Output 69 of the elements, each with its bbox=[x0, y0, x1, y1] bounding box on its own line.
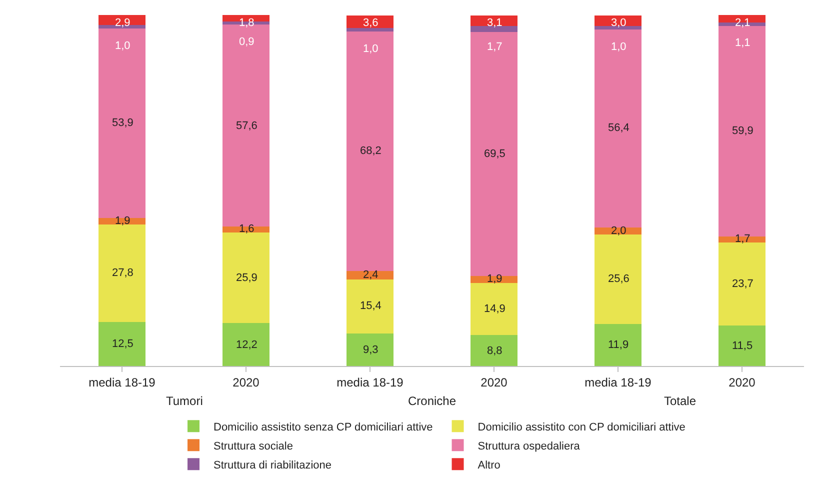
data-label: 27,8 bbox=[112, 267, 134, 279]
data-label: 23,7 bbox=[732, 278, 754, 290]
legend-label: Domicilio assistito con CP domiciliari attive bbox=[478, 421, 686, 434]
data-label: 59,9 bbox=[732, 125, 754, 137]
data-label: 25,6 bbox=[608, 273, 630, 285]
x-tick-label: media 18-19 bbox=[88, 375, 156, 390]
bar bbox=[470, 26, 518, 32]
data-label: 68,2 bbox=[360, 145, 382, 157]
legend-label: Struttura ospedaliera bbox=[478, 440, 581, 452]
bar bbox=[718, 242, 766, 326]
data-label: 12,5 bbox=[112, 338, 134, 350]
data-label: 69,5 bbox=[484, 148, 506, 160]
data-label: 3,6 bbox=[363, 17, 378, 29]
bar bbox=[222, 232, 270, 324]
data-label: 1,0 bbox=[611, 41, 626, 53]
bar bbox=[98, 28, 146, 218]
bar bbox=[594, 26, 642, 30]
bar bbox=[346, 28, 394, 32]
data-label: 1,1 bbox=[735, 37, 750, 49]
data-label: 25,9 bbox=[236, 272, 258, 284]
text: Totale bbox=[664, 394, 696, 408]
bar bbox=[98, 224, 146, 322]
x-tick-label: 2020 bbox=[728, 375, 756, 390]
data-label: 1,0 bbox=[363, 43, 378, 55]
bar bbox=[594, 29, 642, 228]
bar bbox=[470, 282, 518, 336]
x-tick-label: media 18-19 bbox=[336, 375, 404, 390]
data-label: 1,6 bbox=[239, 223, 254, 235]
data-label: 2,0 bbox=[611, 225, 626, 237]
legend-label: Struttura di riabilitazione bbox=[214, 459, 332, 472]
text: Tumori bbox=[166, 394, 203, 408]
x-tick-label: 2020 bbox=[232, 375, 260, 390]
bar bbox=[470, 335, 518, 366]
data-label: 1,9 bbox=[487, 273, 502, 285]
bar bbox=[718, 236, 766, 242]
data-label: 8,8 bbox=[487, 345, 502, 357]
bar bbox=[594, 324, 642, 366]
bar bbox=[346, 32, 394, 271]
data-label: 56,4 bbox=[608, 122, 630, 134]
data-label: 1,0 bbox=[115, 40, 130, 52]
text: Croniche bbox=[408, 394, 456, 408]
data-label: 2,4 bbox=[363, 269, 378, 281]
data-label: 3,1 bbox=[487, 17, 502, 29]
bar bbox=[98, 322, 146, 366]
x-tick-label: media 18-19 bbox=[584, 375, 652, 390]
legend-label: Struttura sociale bbox=[214, 440, 293, 452]
data-label: 1,7 bbox=[487, 41, 502, 53]
data-label: 0,9 bbox=[239, 36, 254, 48]
data-label: 9,3 bbox=[363, 344, 378, 356]
data-label: 57,6 bbox=[236, 120, 258, 132]
bar bbox=[346, 333, 394, 366]
data-label: 14,9 bbox=[484, 303, 506, 315]
data-label: 3,0 bbox=[611, 17, 626, 29]
data-label: 1,9 bbox=[115, 215, 130, 227]
data-label: 15,4 bbox=[360, 300, 382, 312]
bar bbox=[470, 276, 518, 283]
data-label: 11,5 bbox=[732, 340, 753, 352]
data-label: 11,9 bbox=[608, 339, 629, 351]
data-label: 53,9 bbox=[112, 117, 134, 129]
bar bbox=[594, 234, 642, 324]
data-label: 2,9 bbox=[115, 17, 130, 29]
x-tick-label: 2020 bbox=[480, 375, 508, 390]
bar bbox=[222, 323, 270, 366]
legend-label: Domicilio assistito senza CP domiciliari attive bbox=[214, 421, 433, 434]
bar bbox=[346, 279, 394, 334]
data-label: 12,2 bbox=[236, 339, 258, 351]
bar bbox=[718, 326, 766, 366]
legend-label: Altro bbox=[478, 459, 500, 472]
data-label: 1,7 bbox=[735, 233, 750, 245]
